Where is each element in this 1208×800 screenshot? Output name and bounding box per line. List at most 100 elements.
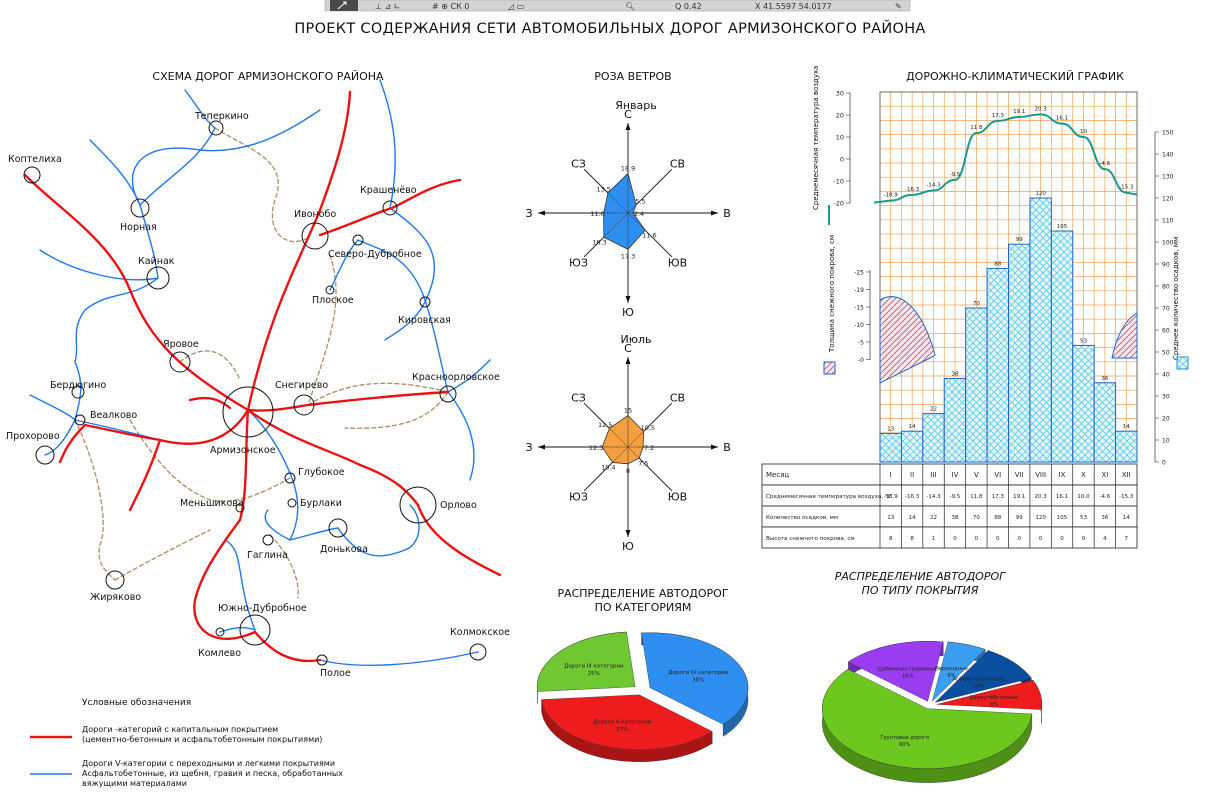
blue-road (29, 394, 76, 421)
climate-table-cell: 88 (994, 515, 1001, 521)
blue-road (184, 89, 216, 129)
village-circle (169, 351, 191, 373)
climate-axis-titles: Среднемесячная температура воздуха Толщи… (812, 66, 1189, 375)
climate-table-cell: II (910, 471, 914, 479)
precipitation-bar (986, 267, 1009, 463)
village-circle (208, 120, 224, 136)
precipitation-value: 36 (1101, 376, 1108, 382)
climate-table-cell: 8 (889, 536, 893, 542)
climate-table-cell: 16.1 (1056, 494, 1068, 500)
pie-slice-label: Дороги III категории (564, 663, 624, 669)
climate-table-cell: 0 (996, 536, 1000, 542)
blue-road (74, 361, 82, 421)
dirt-road (307, 254, 337, 406)
blue-road (329, 239, 359, 291)
blue-road (89, 139, 141, 206)
climate-table-cell: 8 (910, 536, 914, 542)
blue-road (131, 109, 321, 206)
climate-table-cell: 70 (973, 515, 980, 521)
pie-slice-label: Щебеночно-гравийные (877, 665, 938, 672)
temperature-value: 16.1 (1056, 116, 1068, 122)
climate-table-cell: -14.3 (926, 494, 941, 500)
climate-table-cell: 105 (1057, 515, 1068, 521)
precip-axis-label: 70 (1162, 306, 1170, 313)
rose-direction-label: С (624, 342, 632, 355)
blue-road (319, 651, 479, 666)
rose-value-label: 2.4 (634, 210, 644, 218)
climate-table-cell: 120 (1035, 515, 1046, 521)
rose-axis-arrow (538, 210, 545, 216)
climate-table-cell: 0 (975, 536, 979, 542)
precipitation-value: 38 (951, 371, 958, 377)
village-label: Норная (120, 222, 157, 233)
pie-slice (847, 641, 944, 702)
blue-road (424, 299, 449, 393)
village-circle (293, 394, 315, 416)
temperature-value: -14.3 (926, 182, 941, 188)
precip-axis-label: 150 (1162, 130, 1174, 137)
legend-blue-line3: вяжущими материалами (82, 779, 187, 788)
climate-table-cell: 99 (1016, 515, 1023, 521)
climate-table-cell: 0 (1039, 536, 1043, 542)
rose-spoke (627, 431, 644, 448)
climate-table-cell: III (930, 471, 936, 479)
rose-direction-label: СЗ (571, 392, 586, 405)
village-label: Бердюгино (50, 380, 106, 391)
village-circle (382, 200, 398, 216)
climate-table-row (761, 526, 1138, 549)
village-label: Комлево (198, 648, 241, 659)
pie-slice (931, 641, 986, 702)
rose-value-label: 5.5 (635, 198, 645, 206)
rose-value-label: 17.3 (621, 252, 635, 260)
snow-axis-label: -0 (858, 357, 864, 364)
village-label: Кайнак (138, 256, 175, 267)
zoom-icon[interactable]: 🔍︎ (625, 2, 635, 11)
climate-table-cell: -15.3 (1119, 494, 1134, 500)
red-road (246, 390, 450, 412)
blue-road (384, 207, 436, 341)
wind-rose-july: С СВ В ЮВ Ю ЮЗ З СЗ 15 10.5 7.2 7.5 8 10.4 12.3 12.5 Июл… (525, 333, 730, 553)
temperature-value: -15.3 (1119, 185, 1134, 191)
rose-value-label: 10.5 (641, 424, 655, 432)
climate-table-cell: XII (1122, 471, 1131, 479)
rose-axis-arrow (625, 296, 631, 303)
rose-direction-label: ЮЗ (569, 490, 588, 503)
temperature-value: -16.3 (905, 187, 920, 193)
village-label: Глубокое (298, 467, 345, 478)
temp-axis-label: 0 (840, 156, 844, 164)
rose-direction-label: ЮВ (668, 256, 687, 269)
snow-cover-winter-start (879, 296, 936, 384)
village-circle (215, 627, 225, 637)
climate-table-cell: 0 (1060, 536, 1064, 542)
red-road (193, 518, 257, 641)
legend-blue-line2: Асфальтобетонные, из щебня, гравия и пес… (82, 769, 343, 778)
village-label: Снегирево (275, 380, 328, 391)
pie-slice-value: 60% (899, 742, 910, 748)
layer-icon[interactable]: ◿ ▭ (507, 2, 524, 11)
map-title: СХЕМА ДОРОГ АРМИЗОНСКОГО РАЙОНА (152, 70, 384, 83)
climate-table-cell: 17.3 (992, 494, 1005, 500)
pie-slice-label: Переходные (935, 666, 968, 672)
precipitation-bar (1072, 344, 1095, 463)
village-circle (23, 166, 41, 184)
climate-table-cell: 7 (1125, 536, 1129, 542)
climate-table-cell: 11.8 (970, 494, 983, 500)
village-label: Орлово (440, 500, 477, 511)
pie-cover-title-2: ПО ТИПУ ПОКРЫТИЯ (862, 584, 979, 597)
pie-slice-value: 6% (948, 673, 956, 679)
village-label: Меньшикова (180, 498, 244, 509)
grid-snap-icon[interactable]: # ⊕ СК 0 (432, 2, 469, 11)
pencil-icon[interactable]: ✎ (895, 2, 902, 11)
ortho-icon[interactable]: ⊥ ⊿ ∟ (375, 2, 400, 11)
dirt-road (307, 382, 449, 406)
precip-axis-label: 130 (1162, 174, 1174, 181)
pan-tool-icon[interactable] (330, 0, 358, 11)
precipitation-value: 13 (887, 426, 894, 432)
zoom-value[interactable]: Q 0.42 (675, 2, 702, 11)
village-label: Прохорово (6, 431, 60, 442)
rose-value-label: 11.6 (642, 231, 656, 239)
red-road (58, 408, 250, 464)
temp-axis-label: 30 (836, 90, 844, 98)
climate-table-cell: XI (1101, 471, 1108, 479)
